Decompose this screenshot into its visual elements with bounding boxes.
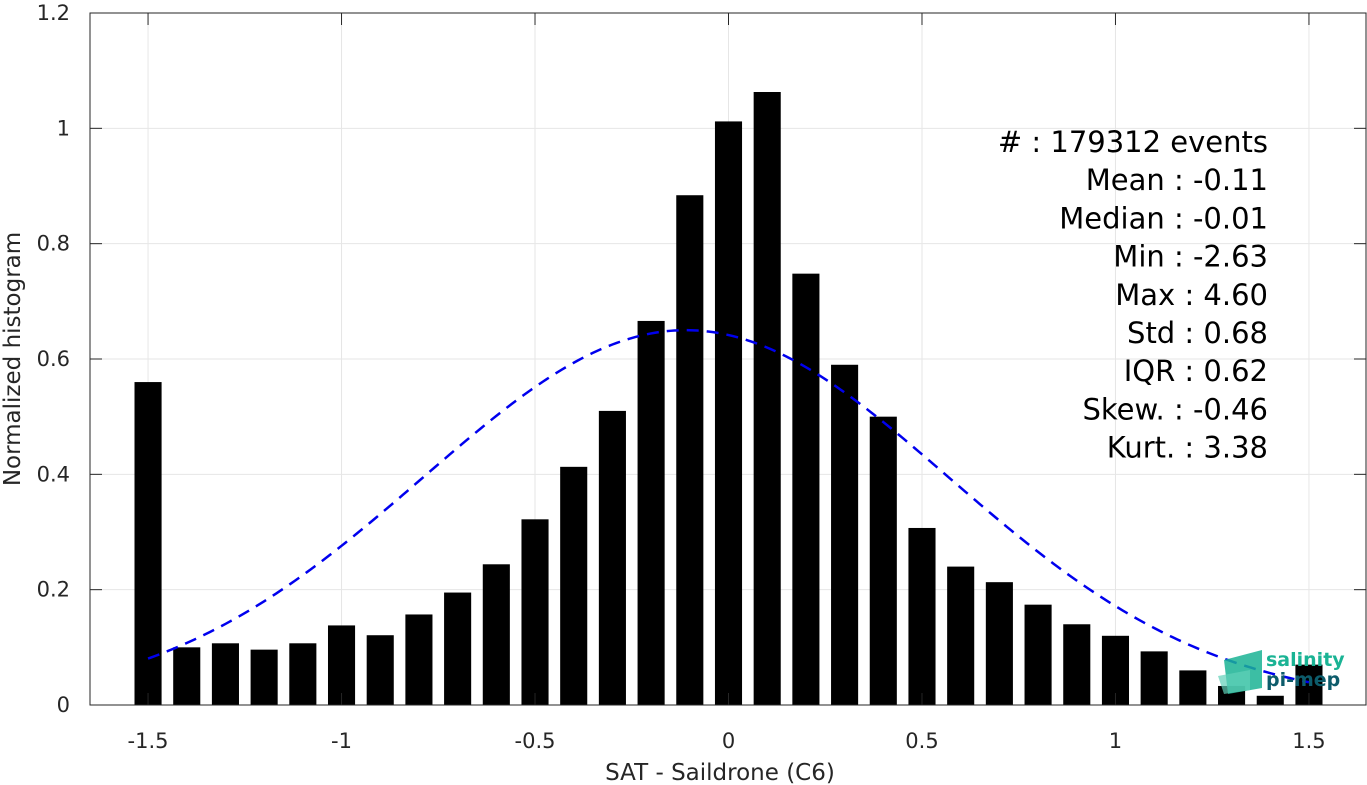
histogram-bar	[676, 195, 704, 705]
stats-line: # : 179312 events	[998, 125, 1268, 159]
stats-line: Mean : -0.11	[1086, 163, 1268, 197]
x-tick-label: -1	[331, 729, 352, 753]
y-axis-label: Normalized histogram	[0, 232, 26, 486]
x-tick-labels: -1.5 -1 -0.5 0 0.5 1 1.5	[128, 729, 1326, 753]
histogram-bar	[289, 643, 317, 705]
histogram-bar	[366, 635, 394, 705]
histogram-bar	[521, 519, 549, 705]
histogram-bar	[250, 649, 278, 705]
stats-line: IQR : 0.62	[1124, 354, 1268, 388]
histogram-bar	[405, 614, 433, 705]
histogram-bar	[908, 527, 936, 705]
salinity-pimep-logo: salinity pi-mep	[1218, 649, 1345, 694]
histogram-bar	[560, 466, 588, 705]
x-tick-label: 0.5	[905, 729, 938, 753]
histogram-bar	[1179, 670, 1207, 705]
y-tick-labels: 0 0.2 0.4 0.6 0.8 1 1.2	[37, 1, 70, 717]
logo-line2: pi-mep	[1266, 669, 1340, 691]
histogram-bar	[211, 643, 239, 705]
histogram-bar	[753, 92, 781, 705]
y-tick-label: 0.6	[37, 347, 70, 371]
x-tick-label: 1	[1109, 729, 1122, 753]
y-tick-label: 1	[57, 116, 70, 140]
histogram-bar	[792, 273, 820, 705]
logo-mark-shade-icon	[1218, 670, 1250, 694]
y-tick-label: 1.2	[37, 1, 70, 25]
stats-line: Std : 0.68	[1127, 316, 1268, 350]
histogram-bar	[482, 564, 510, 705]
stats-line: Median : -0.01	[1059, 201, 1268, 235]
histogram-bar	[714, 121, 743, 705]
histogram-bar	[985, 582, 1013, 705]
stats-line: Min : -2.63	[1113, 240, 1268, 274]
histogram-bar	[1063, 624, 1091, 705]
histogram-bar	[1024, 604, 1052, 705]
histogram-bar	[444, 592, 472, 705]
histogram-bar	[869, 416, 897, 705]
x-tick-label: 1.5	[1292, 729, 1325, 753]
ticks	[90, 12, 1366, 706]
histogram-bar	[1256, 695, 1284, 705]
stats-line: Max : 4.60	[1115, 278, 1268, 312]
y-tick-label: 0.8	[37, 232, 70, 256]
x-tick-label: -1.5	[128, 729, 169, 753]
logo-line1: salinity	[1266, 649, 1345, 671]
y-tick-label: 0.4	[37, 462, 70, 486]
bars	[134, 92, 1323, 705]
histogram-bar	[947, 566, 975, 705]
histogram-bar	[134, 382, 162, 705]
stats-line: Skew. : -0.46	[1082, 392, 1268, 426]
normal-fit-curve	[147, 328, 1310, 684]
x-axis-label: SAT - Saildrone (C6)	[605, 760, 835, 785]
histogram-bar	[598, 410, 626, 705]
histogram-bar	[637, 320, 665, 705]
y-tick-label: 0.2	[37, 578, 70, 602]
histogram-bar	[831, 364, 859, 705]
x-tick-label: 0	[722, 729, 735, 753]
x-tick-label: -0.5	[515, 729, 556, 753]
stats-line: Kurt. : 3.38	[1107, 431, 1268, 465]
statistics-box: # : 179312 events Mean : -0.11 Median : -0…	[998, 125, 1268, 465]
histogram-bar	[327, 625, 356, 705]
y-tick-label: 0	[57, 693, 70, 717]
histogram-bar	[173, 647, 201, 705]
histogram-bar	[1140, 651, 1168, 705]
